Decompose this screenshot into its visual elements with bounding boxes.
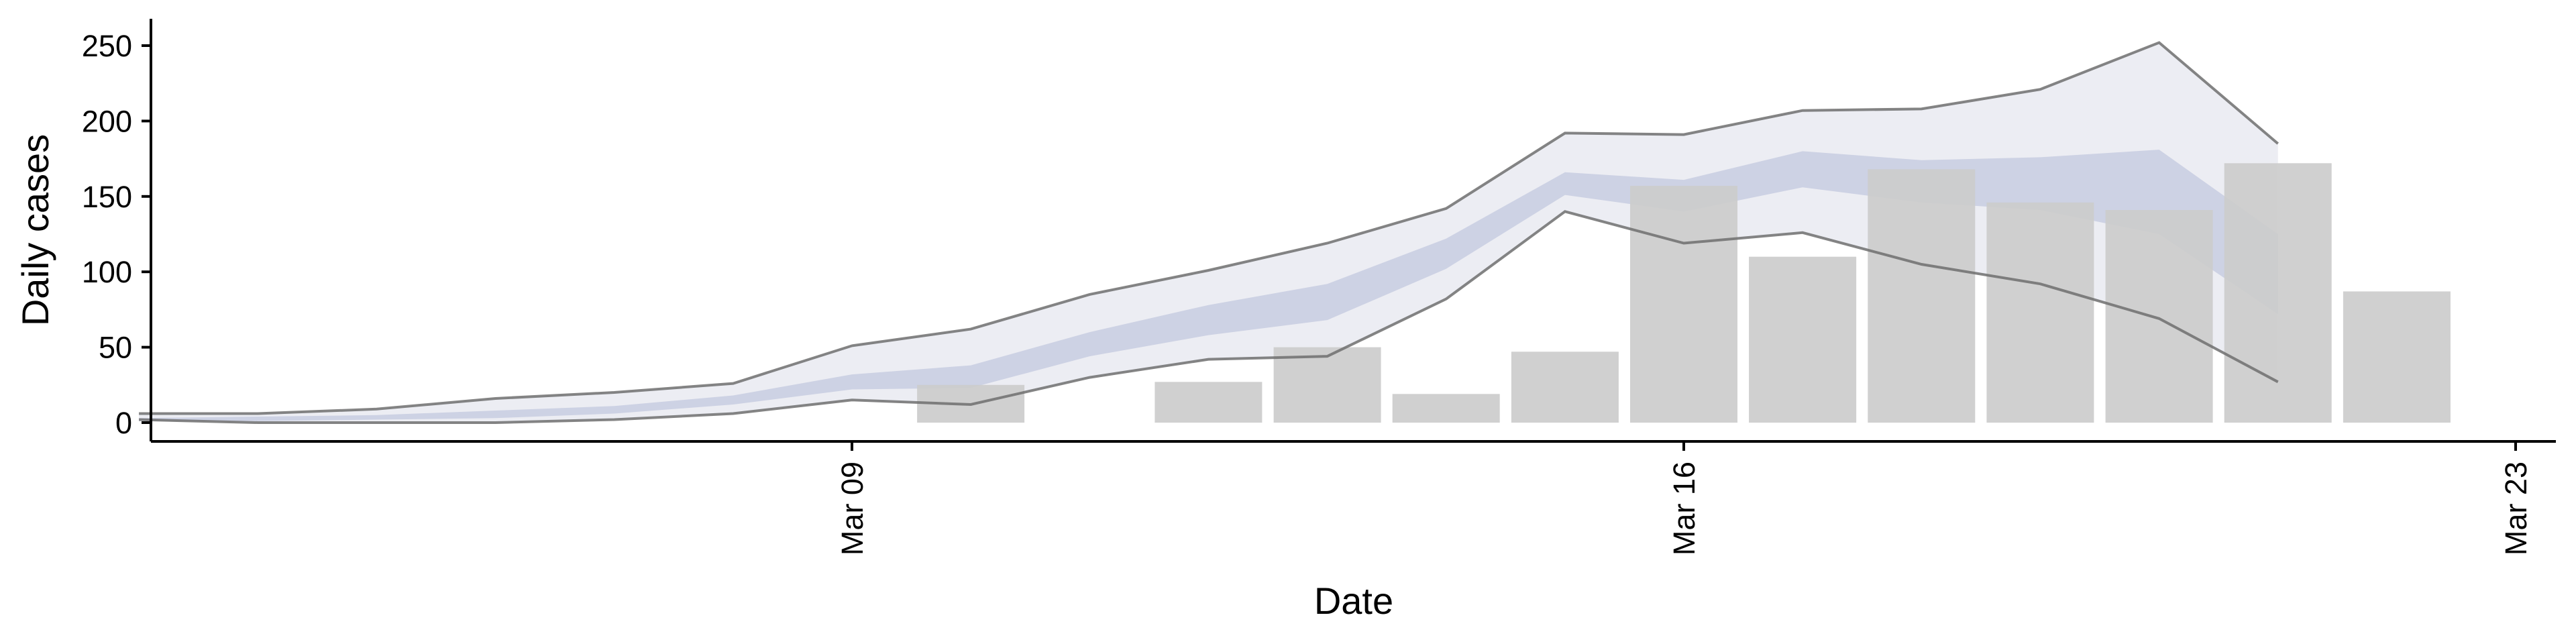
upper-bound-line	[139, 41, 2279, 415]
x-axis-ticks: Mar 09 Mar 16 Mar 23	[835, 441, 2533, 555]
y-tick-label: 50	[99, 331, 132, 365]
case-bar	[2224, 163, 2332, 423]
outer-estimate-band	[139, 42, 2278, 423]
x-tick-label: Mar 09	[835, 462, 869, 555]
case-bar	[2343, 291, 2451, 423]
y-tick-label: 200	[82, 104, 132, 138]
y-tick-label: 100	[82, 255, 132, 289]
x-tick-label: Mar 16	[1667, 462, 1701, 555]
y-tick-label: 150	[82, 180, 132, 214]
y-tick-label: 250	[82, 29, 132, 63]
estimate-bands	[139, 42, 2278, 423]
case-bar	[1511, 352, 1619, 423]
y-axis-ticks: 0 50 100 150 200 250	[82, 29, 151, 440]
inner-estimate-band	[139, 150, 2278, 421]
lower-bound-line	[139, 210, 2279, 424]
x-axis-title: Date	[1314, 580, 1393, 622]
case-bar	[1749, 256, 1857, 423]
case-bar	[1273, 347, 1381, 423]
y-tick-label: 0	[115, 406, 132, 440]
case-bar	[2105, 210, 2213, 423]
estimate-edge-lines	[139, 41, 2279, 424]
y-axis-title: Daily cases	[14, 134, 56, 326]
case-bar	[1630, 186, 1737, 423]
case-bar	[1986, 202, 2094, 423]
case-bar	[1868, 169, 1976, 423]
case-bars	[917, 163, 2451, 423]
case-bar	[1155, 382, 1263, 423]
x-tick-label: Mar 23	[2499, 462, 2533, 555]
case-bar	[1392, 394, 1500, 423]
